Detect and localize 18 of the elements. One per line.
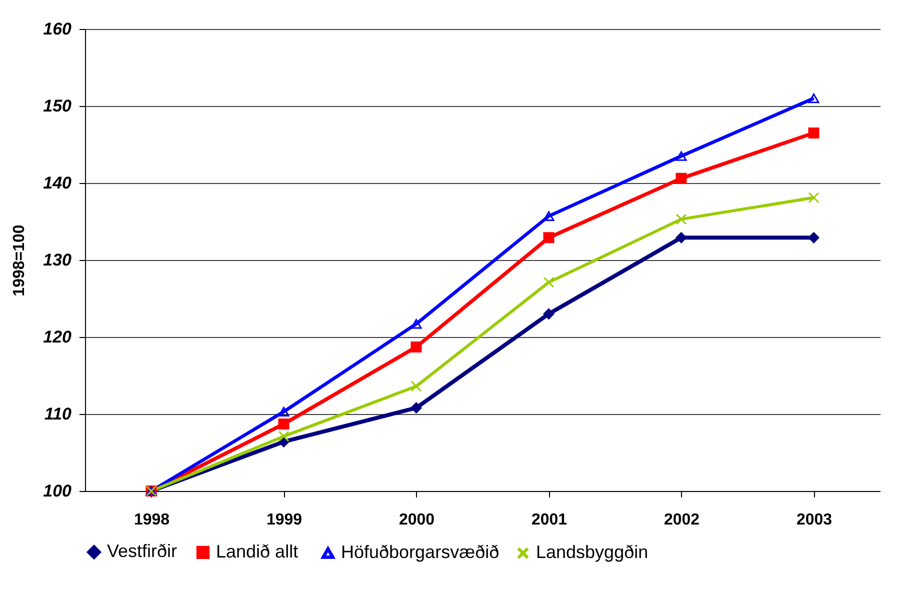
- y-tick-label: 100: [43, 482, 72, 500]
- y-tick-label: 130: [43, 250, 72, 270]
- x-tick-label: 2001: [531, 512, 568, 528]
- x-tick-label: 1998: [134, 512, 170, 528]
- x-tick-label: 1999: [266, 512, 302, 528]
- legend-label: Landið allt: [216, 541, 298, 562]
- x-tick-label: 2002: [664, 512, 700, 528]
- y-tick-label: 150: [43, 96, 72, 116]
- legend-label: Landsbyggðin: [536, 542, 648, 562]
- x-tick-label: 2003: [796, 512, 832, 528]
- y-axis-title: 1998=100: [11, 224, 28, 296]
- x-tick-label: 2000: [398, 512, 435, 528]
- y-tick-label: 120: [43, 328, 72, 346]
- legend-label: Vestfirðir: [107, 541, 178, 562]
- y-tick-label: 160: [43, 20, 72, 38]
- y-tick-label: 110: [44, 404, 72, 424]
- y-tick-label: 140: [43, 174, 72, 192]
- legend-label: Höfuðborgarsvæðið: [341, 542, 500, 562]
